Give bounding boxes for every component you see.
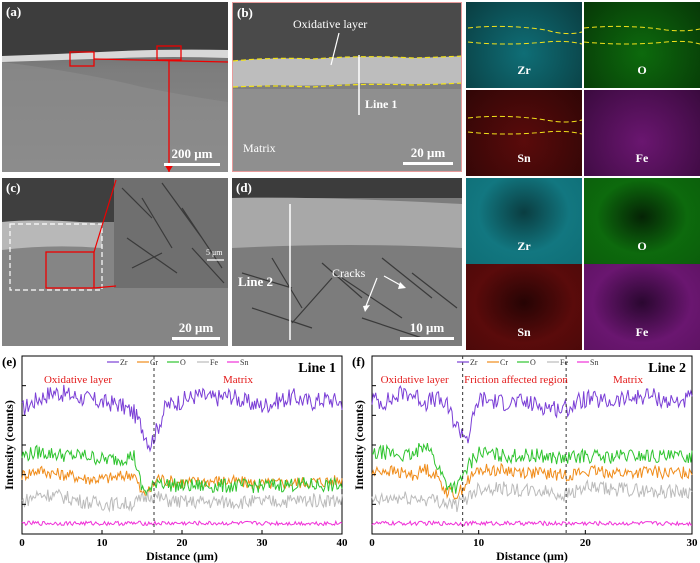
chart-title: Line 1 xyxy=(298,361,336,376)
legend-label-cr: Cr xyxy=(500,358,508,367)
panel-d-texture xyxy=(232,178,462,346)
x-tick-label-0: 0 xyxy=(369,537,375,549)
panel-c-zoom-box xyxy=(45,251,95,289)
plot-frame xyxy=(21,355,343,535)
panel-b-line-label: Line 1 xyxy=(365,97,398,111)
panel-b-sem-image: (b) Oxidative layer Line 1 Matrix 20 μm xyxy=(232,2,462,172)
legend-label-o: O xyxy=(180,358,186,367)
eds-map-d-fe-label: Fe xyxy=(635,325,649,339)
region-label-1: Friction affected region xyxy=(464,374,568,386)
x-tick-label-2: 20 xyxy=(580,537,592,549)
series-line-cr xyxy=(371,462,693,500)
panel-b-texture xyxy=(233,3,461,171)
eds-map-d-sn: Sn xyxy=(466,264,582,350)
panel-a-tag: (a) xyxy=(6,4,22,19)
series-line-sn xyxy=(21,519,343,527)
eds-map-d-o: O xyxy=(584,178,700,264)
region-label-2: Matrix xyxy=(613,374,643,386)
panel-c-dashed-box xyxy=(9,223,103,291)
panel-c-sem-image: (c) 5 μm 20 μm xyxy=(2,178,228,346)
panel-d-crack-arrow-icon xyxy=(363,305,370,312)
region-label-1: Matrix xyxy=(223,374,253,386)
legend-label-fe: Fe xyxy=(560,358,568,367)
series-line-sn xyxy=(371,520,693,527)
legend-label-sn: Sn xyxy=(590,358,598,367)
panel-d-sem-image: (d) Line 2 Cracks 10 μm xyxy=(232,178,462,346)
eds-map-d-zr-label: Zr xyxy=(517,239,531,253)
series-line-o xyxy=(21,444,343,496)
chart-f: Oxidative layer Friction affected region M… xyxy=(352,354,699,563)
series-line-zr xyxy=(21,384,343,453)
eds-map-b-boundaries xyxy=(467,25,700,135)
x-tick-label-3: 30 xyxy=(687,537,699,549)
region-label-0: Oxidative layer xyxy=(44,374,112,386)
panel-c-texture xyxy=(2,178,228,346)
legend-label-sn: Sn xyxy=(240,358,248,367)
eds-map-d-fe: Fe xyxy=(584,264,700,350)
eds-map-b-o: O xyxy=(584,2,700,88)
panel-b-matrix-label: Matrix xyxy=(243,141,276,155)
legend-label-cr: Cr xyxy=(150,358,158,367)
eds-map-d-sn-label: Sn xyxy=(517,325,531,339)
eds-map-b-zr-label: Zr xyxy=(517,63,531,77)
x-tick-label-2: 20 xyxy=(177,537,189,549)
x-tick-label-1: 10 xyxy=(97,537,109,549)
panel-a-texture xyxy=(2,2,228,172)
legend-label-o: O xyxy=(530,358,536,367)
eds-map-d-zr: Zr xyxy=(466,178,582,264)
series-line-fe xyxy=(21,488,343,513)
legend-label-zr: Zr xyxy=(120,358,128,367)
panel-c-tag: (c) xyxy=(6,180,21,195)
panel-d-cracks-label: Cracks xyxy=(332,266,366,280)
y-axis-label: Intensity (counts) xyxy=(2,400,16,490)
y-axis-label: Intensity (counts) xyxy=(352,400,366,490)
x-tick-label-1: 10 xyxy=(473,537,485,549)
chart-panel-tag: (f) xyxy=(352,354,365,369)
chart-title: Line 2 xyxy=(648,361,686,376)
eds-map-b-fe: Fe xyxy=(584,90,700,176)
panel-c-scale-bar: 20 μm xyxy=(172,320,220,340)
region-label-0: Oxidative layer xyxy=(381,374,449,386)
x-tick-label-3: 30 xyxy=(257,537,269,549)
legend-label-zr: Zr xyxy=(470,358,478,367)
chart-e: Oxidative layer Matrix Zr Cr O Fe Sn Line 1 (e) 0… xyxy=(2,354,349,563)
panel-d-line-label: Line 2 xyxy=(238,274,274,289)
series-line-fe xyxy=(371,479,693,513)
panel-d-scale-bar: 10 μm xyxy=(400,320,454,340)
legend-label-fe: Fe xyxy=(210,358,218,367)
panel-a-scale-bar: 200 μm xyxy=(164,146,220,166)
panel-b-tag: (b) xyxy=(237,5,253,20)
eds-map-b-sn-label: Sn xyxy=(517,151,531,165)
panel-b-scale-bar: 20 μm xyxy=(403,145,453,165)
panel-b-oxide-label: Oxidative layer xyxy=(293,17,368,31)
x-tick-label-0: 0 xyxy=(19,537,25,549)
eds-map-d-o-label: O xyxy=(637,239,647,253)
panel-a-sem-image: (a) 200 μm xyxy=(2,2,228,172)
series-line-o xyxy=(371,443,693,494)
x-tick-label-4: 40 xyxy=(337,537,349,549)
x-axis-label: Distance (μm) xyxy=(496,549,568,563)
eds-map-b-fe-label: Fe xyxy=(635,151,649,165)
series-line-zr xyxy=(371,385,693,444)
eds-map-b-zr: Zr xyxy=(466,2,582,88)
eds-map-b-o-label: O xyxy=(637,63,647,77)
panel-d-tag: (d) xyxy=(236,180,252,195)
panel-a-arrow-icon xyxy=(164,164,174,172)
x-axis-label: Distance (μm) xyxy=(146,549,218,563)
panel-c-inset-scale: 5 μm xyxy=(206,248,223,257)
chart-panel-tag: (e) xyxy=(2,354,16,369)
panel-d-crack-arrow-2-icon xyxy=(398,282,406,289)
